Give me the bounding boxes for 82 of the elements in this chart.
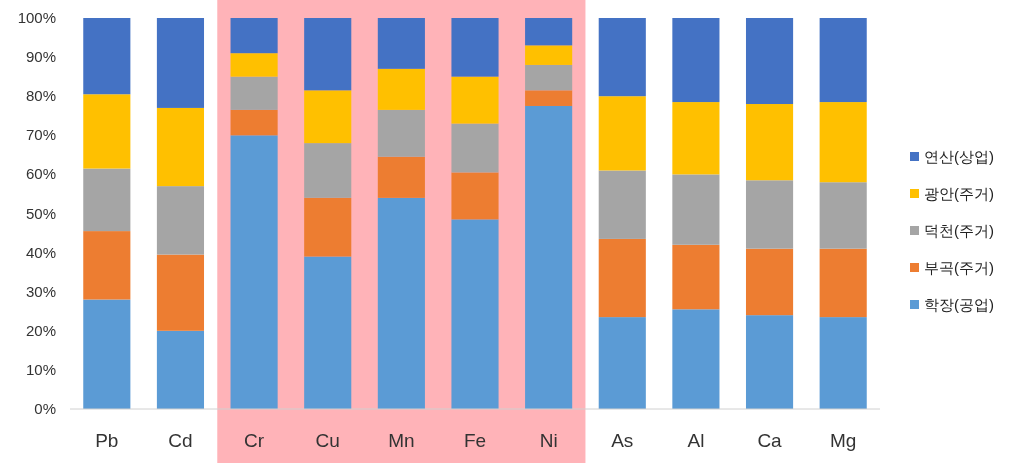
bar bbox=[156, 254, 205, 331]
bar bbox=[819, 182, 867, 249]
bar bbox=[377, 156, 425, 198]
bar bbox=[83, 18, 131, 95]
bar bbox=[377, 18, 425, 69]
y-tick-label: 10% bbox=[25, 360, 56, 378]
y-tick-label: 50% bbox=[25, 204, 56, 222]
bar bbox=[598, 96, 646, 171]
bar bbox=[156, 107, 205, 187]
x-tick-label: Cu bbox=[315, 430, 340, 451]
x-tick-label: Mg bbox=[829, 430, 857, 451]
y-tick-label: 90% bbox=[25, 48, 56, 66]
x-tick-label: Cd bbox=[168, 430, 193, 451]
bar bbox=[156, 18, 205, 108]
legend-label: 학장(공업) bbox=[924, 296, 994, 313]
bar bbox=[377, 197, 425, 409]
bar bbox=[156, 186, 205, 255]
bar bbox=[304, 18, 352, 91]
bar bbox=[525, 18, 573, 46]
bar bbox=[156, 330, 205, 409]
bar bbox=[598, 170, 646, 239]
legend-label: 광안(주거) bbox=[924, 185, 994, 202]
x-tick-label: Mn bbox=[388, 430, 415, 451]
y-tick-label: 40% bbox=[25, 243, 56, 261]
y-tick-label: 0% bbox=[34, 400, 56, 417]
bar bbox=[83, 299, 131, 409]
bar bbox=[819, 248, 867, 318]
bar bbox=[451, 18, 499, 77]
bar bbox=[230, 76, 278, 110]
bar bbox=[672, 309, 720, 409]
bar bbox=[819, 317, 867, 409]
x-tick-label: As bbox=[611, 430, 634, 451]
legend-label: 연산(상업) bbox=[924, 148, 994, 165]
bar bbox=[672, 244, 720, 310]
bar bbox=[230, 53, 278, 77]
bar bbox=[451, 76, 499, 124]
bar bbox=[598, 238, 646, 318]
bar bbox=[598, 18, 646, 97]
x-tick-label: Ca bbox=[757, 430, 783, 451]
bar bbox=[525, 45, 573, 65]
bar bbox=[745, 180, 794, 249]
x-tick-label: Al bbox=[687, 430, 705, 451]
x-tick-label: Ni bbox=[539, 430, 558, 451]
y-tick-label: 60% bbox=[25, 165, 56, 183]
bar bbox=[672, 18, 720, 103]
bar bbox=[525, 90, 573, 106]
bar bbox=[745, 248, 794, 316]
bar bbox=[377, 109, 425, 157]
bar bbox=[304, 197, 352, 257]
legend-label: 부곡(주거) bbox=[924, 259, 994, 276]
x-tick-label: Cr bbox=[244, 430, 265, 451]
bar bbox=[304, 90, 352, 144]
bar bbox=[83, 94, 131, 169]
bar bbox=[672, 174, 720, 245]
bar bbox=[377, 68, 425, 110]
x-tick-label: Pb bbox=[95, 430, 119, 451]
bar bbox=[745, 18, 794, 105]
x-tick-label: Fe bbox=[463, 430, 487, 451]
bar bbox=[451, 219, 499, 409]
bar bbox=[525, 105, 573, 409]
y-tick-label: 30% bbox=[25, 282, 56, 300]
bar bbox=[819, 18, 867, 103]
bar bbox=[525, 64, 573, 91]
bar bbox=[451, 123, 499, 173]
bar bbox=[598, 317, 646, 409]
bar bbox=[745, 104, 794, 181]
bar bbox=[745, 315, 794, 409]
bar bbox=[83, 168, 131, 232]
bar bbox=[304, 143, 352, 198]
bar bbox=[230, 109, 278, 136]
legend-label: 덕천(주거) bbox=[924, 222, 994, 239]
bar bbox=[672, 102, 720, 175]
y-tick-label: 70% bbox=[25, 126, 56, 144]
bar bbox=[230, 135, 278, 409]
bar bbox=[83, 231, 131, 300]
y-tick-label: 100% bbox=[17, 9, 56, 26]
bar bbox=[230, 18, 278, 54]
y-tick-label: 80% bbox=[25, 87, 56, 105]
bar bbox=[451, 172, 499, 220]
y-tick-label: 20% bbox=[25, 321, 56, 339]
bar bbox=[819, 102, 867, 183]
bar bbox=[304, 256, 352, 409]
